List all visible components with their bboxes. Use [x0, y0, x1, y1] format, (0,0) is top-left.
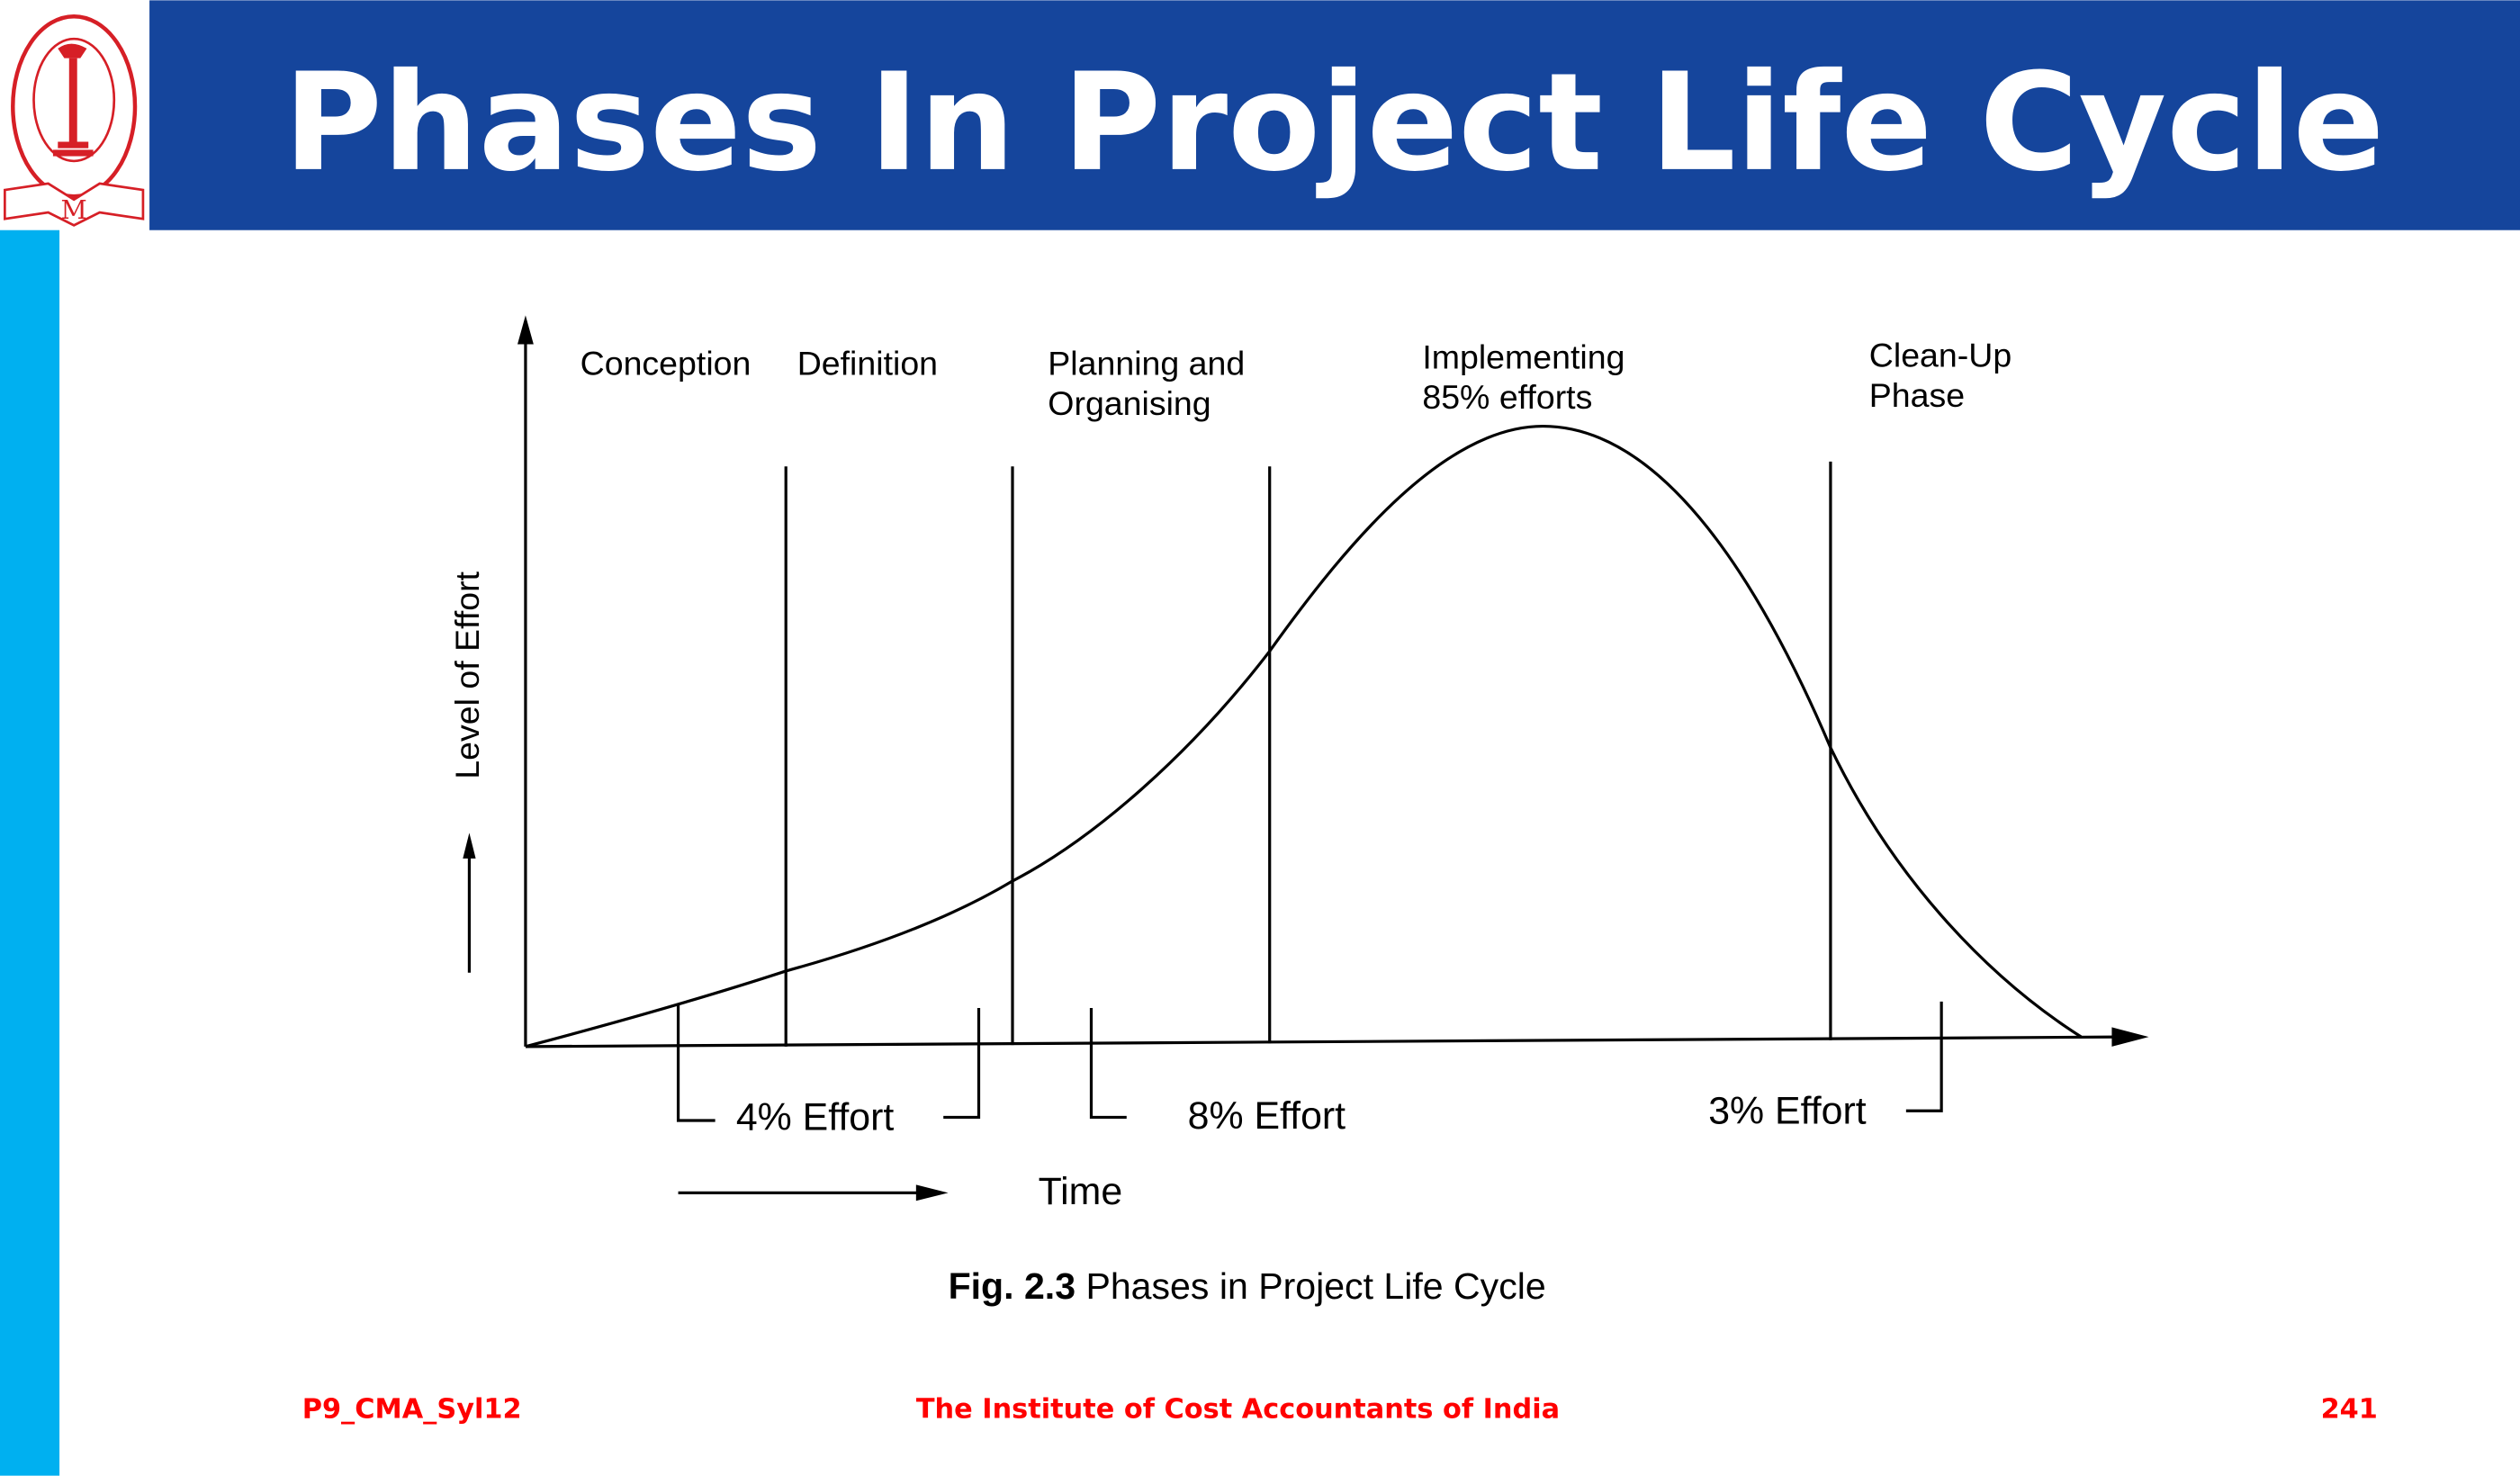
effort-label-4: 4% Effort [736, 1096, 895, 1139]
phase-label-implementing-2: 85% efforts [1422, 378, 1592, 416]
phase-label-implementing-1: Implementing [1422, 338, 1624, 375]
figure-caption-text: Phases in Project Life Cycle [1076, 1265, 1546, 1307]
x-axis-label: Time [1039, 1170, 1123, 1213]
effort-label-3: 3% Effort [1708, 1090, 1867, 1133]
footer-course-code: P9_CMA_Syl12 [302, 1393, 522, 1425]
phase-label-definition: Definition [797, 344, 938, 382]
effort-label-8: 8% Effort [1188, 1094, 1346, 1138]
figure-caption: Fig. 2.3 Phases in Project Life Cycle [949, 1265, 1546, 1307]
phase-label-cleanup-1: Clean-Up [1869, 337, 2012, 374]
y-axis-label: Level of Effort [448, 571, 486, 778]
effort-bracket-3 [1905, 1001, 1943, 1112]
figure-caption-number: Fig. 2.3 [949, 1265, 1076, 1307]
diagram: Conception Definition Planning and Organ… [448, 315, 2149, 1307]
institute-logo: M [4, 14, 145, 227]
y-axis-arrowhead [518, 315, 534, 345]
effort-bracket-4 [676, 1004, 981, 1122]
phase-label-planning-2: Organising [1048, 384, 1210, 422]
phase-label-conception: Conception [580, 344, 752, 382]
phase-label-planning-1: Planning and [1048, 344, 1245, 382]
footer-institute: The Institute of Cost Accountants of Ind… [916, 1393, 1560, 1425]
phase-label-cleanup-2: Phase [1869, 376, 1965, 414]
left-accent-bar [0, 230, 60, 1476]
time-arrowhead [915, 1184, 949, 1202]
svg-text:M: M [61, 194, 87, 225]
x-axis-arrowhead [2111, 1027, 2149, 1047]
effort-bracket-8 [1089, 1008, 1127, 1120]
page-title: Phases In Project Life Cycle [284, 45, 2384, 202]
y-label-arrowhead [463, 832, 476, 859]
header-bar [149, 0, 2520, 230]
x-axis [525, 1035, 2122, 1048]
footer-page-number: 241 [2321, 1393, 2378, 1425]
effort-curve [525, 424, 2083, 1048]
